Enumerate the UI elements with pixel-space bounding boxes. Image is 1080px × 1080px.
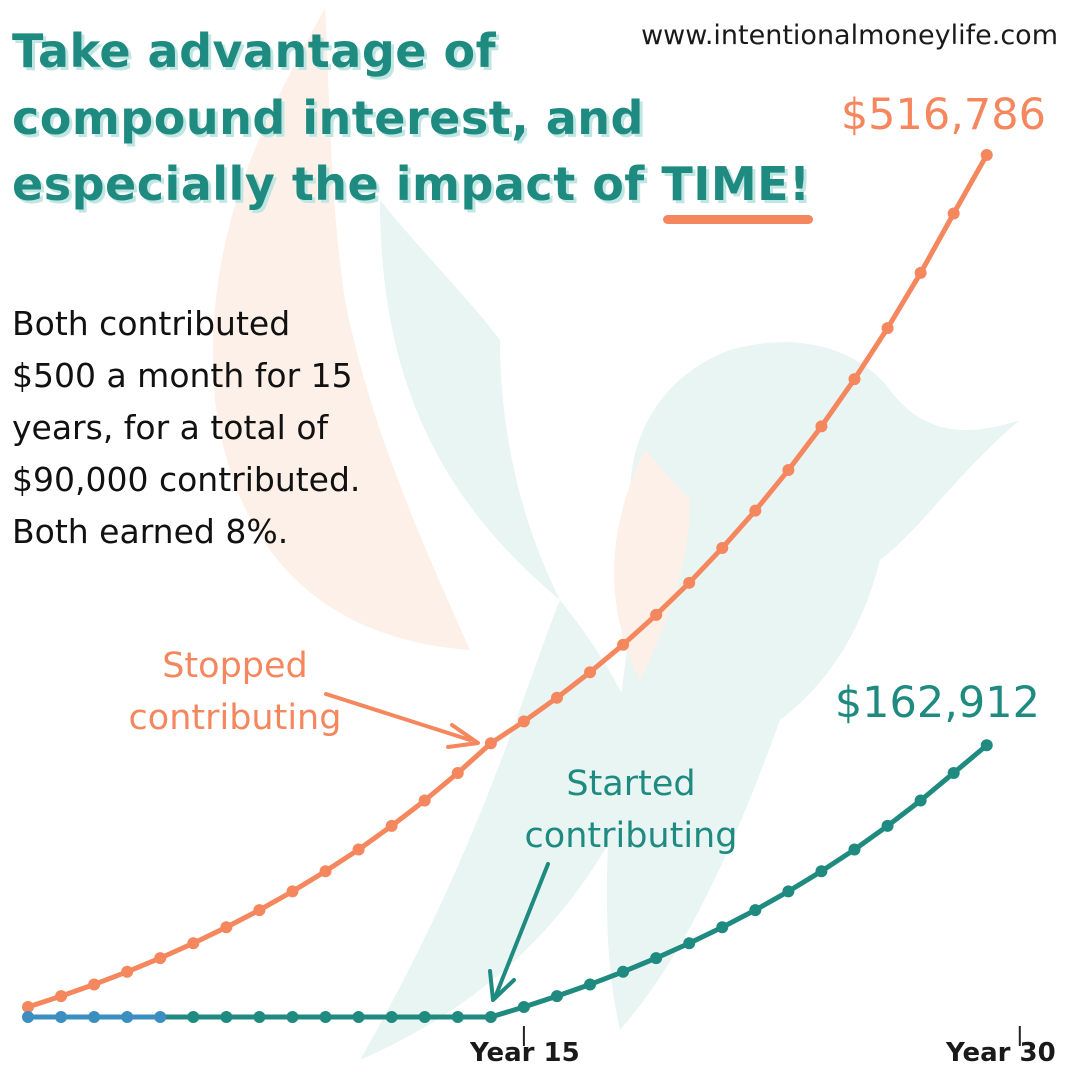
series-2-point-24 bbox=[815, 865, 828, 878]
series-2-point-14 bbox=[484, 1011, 497, 1023]
series-1-point-12 bbox=[418, 794, 431, 807]
annotation-arrow-started-shaft bbox=[494, 862, 550, 997]
series-1-end-value-label: $516,786 bbox=[840, 90, 1046, 140]
series-1-point-3 bbox=[121, 965, 134, 978]
headline: Take advantage of compound interest, and… bbox=[12, 18, 813, 224]
series-1-point-16 bbox=[550, 691, 563, 704]
series-2-point-12 bbox=[418, 1011, 431, 1023]
series-2-point-15 bbox=[517, 1000, 530, 1013]
series-1-point-21 bbox=[716, 541, 729, 554]
watermark-breast bbox=[614, 450, 690, 680]
watermark-wing-back bbox=[212, 8, 470, 650]
series-1-point-1 bbox=[55, 990, 68, 1003]
watermark-tail bbox=[360, 600, 650, 1060]
series-2-point-7 bbox=[253, 1011, 266, 1023]
series-2-point-29 bbox=[980, 739, 993, 752]
series-2-point-11 bbox=[385, 1011, 398, 1023]
series-2-point-25 bbox=[848, 843, 861, 856]
description-text: Both contributed $500 a month for 15 yea… bbox=[12, 298, 360, 558]
x-tick-label-year-15: Year 15 bbox=[470, 1038, 580, 1068]
series-2-point-16 bbox=[550, 990, 563, 1003]
series-1-point-15 bbox=[517, 715, 530, 728]
series-1-point-2 bbox=[88, 978, 101, 991]
series-1-point-26 bbox=[881, 322, 894, 335]
series-2-point-19 bbox=[650, 952, 663, 965]
series-2-point-2 bbox=[88, 1011, 101, 1023]
series-1-point-11 bbox=[385, 819, 398, 832]
description-line-5: Both earned 8%. bbox=[12, 512, 289, 551]
x-tick-label-year-30: Year 30 bbox=[946, 1038, 1056, 1068]
series-2-point-13 bbox=[451, 1011, 464, 1023]
series-2-point-0 bbox=[22, 1011, 34, 1023]
annotation-started-line-1: Started bbox=[566, 764, 696, 804]
series-1-point-5 bbox=[187, 937, 200, 950]
series-1-point-7 bbox=[253, 904, 266, 917]
headline-line-1: Take advantage of bbox=[12, 24, 497, 78]
series-1-point-29 bbox=[980, 149, 993, 161]
series-2-point-21 bbox=[716, 921, 729, 934]
series-2-point-23 bbox=[782, 885, 795, 898]
series-2-point-22 bbox=[749, 904, 762, 917]
description-line-1: Both contributed bbox=[12, 304, 291, 343]
annotation-arrow-started-head bbox=[488, 969, 516, 1002]
series-1-point-14 bbox=[484, 737, 497, 750]
website-url[interactable]: www.intentionalmoneylife.com bbox=[641, 20, 1058, 51]
series-1-point-10 bbox=[352, 843, 365, 856]
series-2-point-28 bbox=[947, 766, 960, 779]
series-1-point-25 bbox=[848, 373, 861, 386]
series-2-point-26 bbox=[881, 819, 894, 832]
description-line-2: $500 a month for 15 bbox=[12, 356, 353, 395]
series-1-point-18 bbox=[617, 638, 630, 651]
series-2-point-6 bbox=[220, 1011, 233, 1023]
annotation-arrow-stopped-head bbox=[446, 723, 480, 749]
annotation-stopped-contributing: Stopped contributing bbox=[100, 640, 370, 744]
series-2-point-5 bbox=[187, 1011, 200, 1023]
series-1-point-24 bbox=[815, 420, 828, 433]
series-1-point-22 bbox=[749, 504, 762, 517]
series-1-point-20 bbox=[683, 576, 696, 589]
annotation-started-contributing: Started contributing bbox=[500, 758, 762, 862]
series-2-point-4 bbox=[154, 1011, 167, 1023]
series-2-point-18 bbox=[617, 965, 630, 978]
headline-emphasis-time: TIME! bbox=[661, 151, 813, 224]
annotation-stopped-line-2: contributing bbox=[128, 698, 342, 738]
annotation-arrow-stopped-shaft bbox=[324, 692, 472, 742]
watermark-body bbox=[606, 342, 1020, 1030]
watermark-wing-front bbox=[380, 200, 560, 600]
series-2-point-9 bbox=[319, 1011, 332, 1023]
series-1-point-28 bbox=[947, 207, 960, 220]
series-2-point-20 bbox=[683, 937, 696, 950]
annotation-started-line-2: contributing bbox=[524, 816, 738, 856]
series-1-point-17 bbox=[584, 666, 597, 679]
series-2-point-27 bbox=[914, 794, 927, 807]
series-1-point-23 bbox=[782, 464, 795, 477]
headline-line-3-prefix: especially the impact of bbox=[12, 157, 645, 212]
series-2-point-10 bbox=[352, 1011, 365, 1023]
series-1-point-9 bbox=[319, 865, 332, 878]
annotation-stopped-line-1: Stopped bbox=[162, 646, 308, 686]
series-2-point-3 bbox=[121, 1011, 134, 1023]
series-1-point-8 bbox=[286, 885, 299, 898]
series-2-point-1 bbox=[55, 1011, 68, 1023]
series-1-point-19 bbox=[650, 608, 663, 621]
description-line-3: years, for a total of bbox=[12, 408, 329, 447]
series-2-end-value-label: $162,912 bbox=[834, 678, 1040, 728]
series-2-point-17 bbox=[584, 978, 597, 991]
headline-line-3: especially the impact of TIME! bbox=[12, 151, 813, 224]
series-1-point-0 bbox=[22, 1000, 34, 1013]
series-1-point-13 bbox=[451, 766, 464, 779]
series-1-point-6 bbox=[220, 921, 233, 934]
description-line-4: $90,000 contributed. bbox=[12, 460, 361, 499]
series-1-point-27 bbox=[914, 266, 927, 279]
series-2-point-8 bbox=[286, 1011, 299, 1023]
series-1-line bbox=[27, 153, 989, 1010]
headline-line-2: compound interest, and bbox=[12, 90, 644, 145]
series-1-point-4 bbox=[154, 952, 167, 965]
